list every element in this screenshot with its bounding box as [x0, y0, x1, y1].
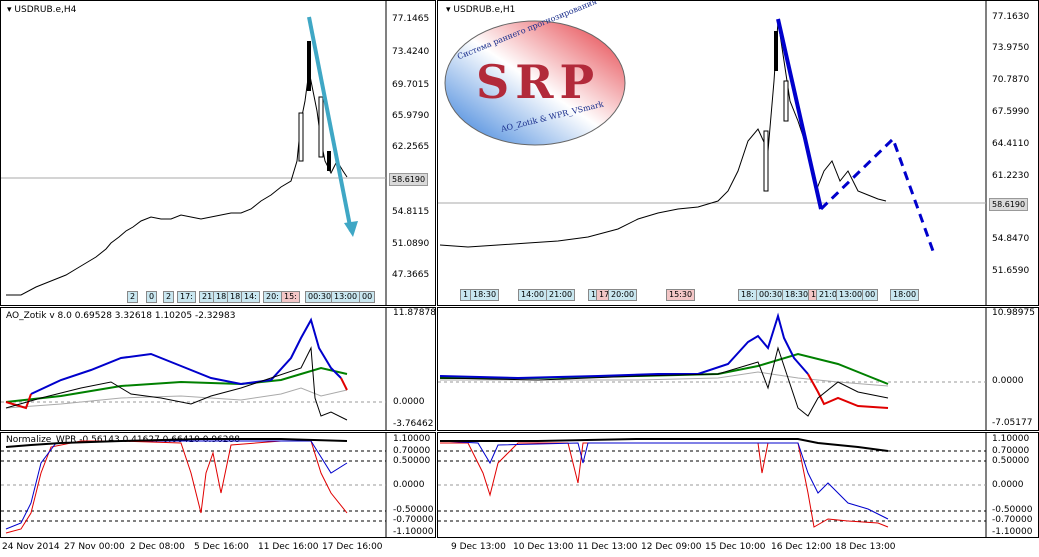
right-badge-3[interactable]: 21:00 [546, 289, 576, 301]
right-price-label-8: 51.6590 [992, 266, 1030, 276]
right-badge-10[interactable]: 18:30 [782, 289, 812, 301]
left-wpr-scale-2: 0.50000 [393, 456, 431, 466]
left-wpr-indicator[interactable]: Normalize_WPR -0.56143 0.41627 0.66410 0… [0, 432, 436, 538]
left-time-label-3: 5 Dec 16:00 [194, 542, 249, 552]
right-symbol-title: ▾ USDRUB.e,H1 [446, 5, 516, 15]
left-ao-scale-bottom: -3.76462 [393, 419, 434, 429]
left-time-label-4: 11 Dec 16:00 [258, 542, 319, 552]
right-badge-2[interactable]: 14:00 [518, 289, 548, 301]
right-price-label-2: 70.7870 [992, 75, 1030, 85]
right-badge-8[interactable]: 18: [738, 289, 757, 301]
right-time-label-3: 12 Dec 09:00 [641, 542, 702, 552]
left-ao-lines [1, 308, 387, 430]
left-price-label-8: 47.3665 [392, 270, 430, 280]
right-wpr-scale-2: 0.50000 [992, 456, 1030, 466]
left-badge-2[interactable]: 2 [163, 291, 175, 303]
left-badge-3[interactable]: 17: [177, 291, 196, 303]
left-badge-0[interactable]: 2 [127, 291, 139, 303]
left-time-label-5: 17 Dec 16:00 [322, 542, 383, 552]
left-wpr-scale-5: -0.70000 [393, 515, 434, 525]
left-price-label-3: 65.9790 [392, 111, 430, 121]
right-wpr-scale-0: 1.10000 [992, 434, 1030, 444]
left-wpr-scale-4: -0.50000 [393, 505, 434, 515]
left-price-chart[interactable]: ▾ USDRUB.e,H4 58.6190 77.1465 73.4240 69… [0, 0, 436, 306]
right-ao-scale-top: 10.98975 [992, 308, 1035, 318]
left-badge-1[interactable]: 0 [146, 291, 158, 303]
left-price-label-0: 77.1465 [392, 14, 430, 24]
left-ao-scale-zero: 0.0000 [393, 397, 425, 407]
left-time-axis: 24 Nov 2014 27 Nov 00:00 2 Dec 08:00 5 D… [0, 539, 436, 557]
right-badge-14[interactable]: 00 [862, 289, 879, 301]
right-price-label-0: 77.1630 [992, 12, 1030, 22]
right-symbol-label: USDRUB.e,H1 [453, 5, 516, 15]
left-badge-7[interactable]: 14: [241, 291, 260, 303]
right-ao-scale-bottom: -7.05177 [992, 418, 1033, 428]
right-badge-13[interactable]: 13:00 [836, 289, 866, 301]
left-badge-8[interactable]: 20: [263, 291, 282, 303]
right-price-label-5: 61.2230 [992, 171, 1030, 181]
right-time-label-2: 11 Dec 13:00 [577, 542, 638, 552]
left-badge-9[interactable]: 15: [281, 291, 300, 303]
right-price-label-4: 64.4110 [992, 139, 1030, 149]
left-ao-indicator[interactable]: AO_Zotik v 8.0 0.69528 3.32618 1.10205 -… [0, 307, 436, 431]
right-time-label-6: 18 Dec 13:00 [835, 542, 896, 552]
left-wpr-lines [1, 433, 387, 537]
right-time-label-4: 15 Dec 10:00 [705, 542, 766, 552]
right-ao-scale-zero: 0.0000 [992, 376, 1024, 386]
right-time-label-0: 9 Dec 13:00 [451, 542, 506, 552]
right-price-chart[interactable]: ▾ USDRUB.e,H1 58.6190 77.1630 73.9750 70… [437, 0, 1039, 306]
right-time-axis: 9 Dec 13:00 10 Dec 13:00 11 Dec 13:00 12… [437, 539, 1039, 557]
right-current-price-tag: 58.6190 [989, 198, 1029, 211]
right-price-label-1: 73.9750 [992, 43, 1030, 53]
right-wpr-indicator[interactable]: 1.10000 0.70000 0.50000 0.0000 -0.50000 … [437, 432, 1039, 538]
left-time-label-1: 27 Nov 00:00 [64, 542, 125, 552]
left-symbol-title: ▾ USDRUB.e,H4 [7, 5, 77, 15]
left-price-label-2: 69.7015 [392, 80, 430, 90]
left-badge-11[interactable]: 13:00 [331, 291, 361, 303]
right-ao-lines [438, 308, 987, 430]
right-badge-15[interactable]: 18:00 [890, 289, 920, 301]
left-time-label-0: 24 Nov 2014 [2, 542, 60, 552]
right-price-label-7: 54.8470 [992, 234, 1030, 244]
left-wpr-scale-1: 0.70000 [393, 446, 431, 456]
left-ao-scale-top: 11.87878 [393, 308, 436, 318]
right-wpr-scale-5: -0.70000 [992, 515, 1033, 525]
left-time-label-2: 2 Dec 08:00 [130, 542, 185, 552]
right-badge-6[interactable]: 20:00 [608, 289, 638, 301]
right-wpr-scale-6: -1.10000 [992, 527, 1033, 537]
srp-logo [444, 20, 626, 146]
left-price-label-6: 54.8115 [392, 207, 430, 217]
right-candles [438, 1, 987, 305]
left-badge-12[interactable]: 00 [359, 291, 376, 303]
left-wpr-scale-6: -1.10000 [393, 527, 434, 537]
left-badge-5[interactable]: 18 [213, 291, 230, 303]
right-wpr-scale-3: 0.0000 [992, 480, 1024, 490]
ao-indicator-label: AO_Zotik v 8.0 0.69528 3.32618 1.10205 -… [6, 311, 236, 321]
left-price-label-4: 62.2565 [392, 142, 430, 152]
left-candles [1, 1, 387, 305]
right-badge-1[interactable]: 18:30 [470, 289, 500, 301]
left-wpr-scale-3: 0.0000 [393, 480, 425, 490]
left-price-label-7: 51.0890 [392, 239, 430, 249]
left-badge-4[interactable]: 21 [199, 291, 216, 303]
right-ao-indicator[interactable]: 10.98975 0.0000 -7.05177 [437, 307, 1039, 431]
right-wpr-lines [438, 433, 987, 537]
right-wpr-scale-1: 0.70000 [992, 446, 1030, 456]
right-badge-9[interactable]: 00:30 [756, 289, 786, 301]
left-current-price-tag: 58.6190 [389, 173, 429, 186]
right-wpr-scale-4: -0.50000 [992, 505, 1033, 515]
right-time-label-5: 16 Dec 12:00 [771, 542, 832, 552]
right-badge-7[interactable]: 15:30 [666, 289, 696, 301]
left-badge-10[interactable]: 00:30 [305, 291, 335, 303]
left-price-label-1: 73.4240 [392, 47, 430, 57]
right-price-label-3: 67.5990 [992, 107, 1030, 117]
left-symbol-label: USDRUB.e,H4 [14, 5, 77, 15]
left-wpr-scale-0: 1.10000 [393, 434, 431, 444]
right-time-label-1: 10 Dec 13:00 [513, 542, 574, 552]
left-badge-6[interactable]: 18 [227, 291, 244, 303]
srp-logo-letters: SRP [476, 55, 601, 109]
